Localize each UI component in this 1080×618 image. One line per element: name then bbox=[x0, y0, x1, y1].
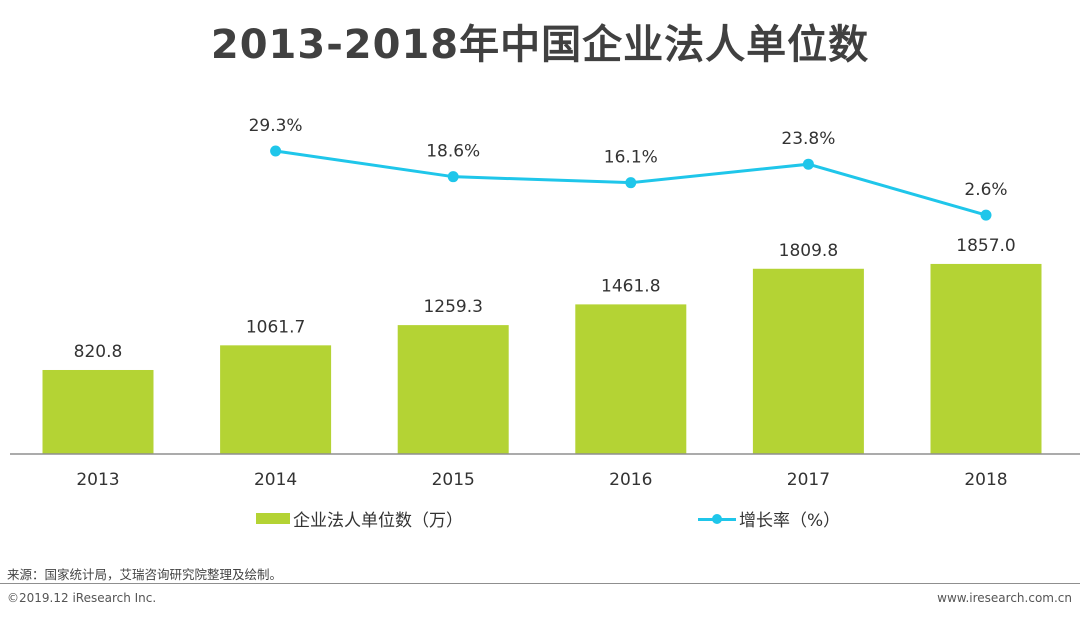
bar-value-label: 1461.8 bbox=[601, 276, 660, 296]
legend-bar-label: 企业法人单位数（万） bbox=[293, 511, 463, 531]
growth-rate-point bbox=[802, 158, 814, 170]
bar-value-label: 1061.7 bbox=[246, 317, 305, 337]
growth-rate-label: 29.3% bbox=[249, 116, 303, 136]
growth-rate-label: 18.6% bbox=[426, 142, 480, 162]
bar-value-label: 820.8 bbox=[74, 342, 123, 362]
bar-value-label: 1857.0 bbox=[956, 236, 1015, 256]
growth-rate-label: 23.8% bbox=[781, 129, 835, 149]
growth-rate-label: 2.6% bbox=[964, 180, 1007, 200]
x-tick-label: 2017 bbox=[787, 470, 830, 490]
growth-rate-point bbox=[270, 145, 282, 157]
growth-rate-point bbox=[447, 171, 459, 183]
bar bbox=[42, 369, 154, 454]
bar bbox=[220, 345, 332, 454]
bar-value-label: 1259.3 bbox=[423, 297, 482, 317]
bar bbox=[752, 268, 864, 454]
bar-value-label: 1809.8 bbox=[779, 241, 838, 261]
website-link[interactable]: www.iresearch.com.cn bbox=[937, 591, 1072, 605]
bar bbox=[397, 325, 509, 454]
combo-chart: 820.8 2013 1061.7 2014 1259.3 2015 1461.8 2016 1… bbox=[10, 116, 1080, 490]
chart-title: 2013-2018年中国企业法人单位数 bbox=[210, 22, 870, 68]
footer-divider bbox=[0, 583, 1080, 584]
growth-rate-point bbox=[625, 177, 637, 189]
x-tick-label: 2018 bbox=[964, 470, 1007, 490]
growth-rate-label: 16.1% bbox=[604, 148, 658, 168]
legend-line-dot bbox=[712, 513, 722, 524]
bar bbox=[575, 304, 687, 454]
growth-rate-point bbox=[980, 209, 992, 221]
x-tick-label: 2013 bbox=[76, 470, 119, 490]
x-tick-label: 2014 bbox=[254, 470, 297, 490]
legend-line-label: 增长率（%） bbox=[739, 511, 841, 531]
legend-bar-swatch bbox=[256, 513, 290, 524]
copyright: ©2019.12 iResearch Inc. bbox=[7, 591, 157, 605]
bar bbox=[930, 263, 1042, 454]
legend-line-swatch bbox=[698, 513, 736, 525]
x-tick-label: 2016 bbox=[609, 470, 652, 490]
legend-line: 增长率（%） bbox=[698, 506, 840, 531]
source-note: 来源：国家统计局，艾瑞咨询研究院整理及绘制。 bbox=[7, 567, 283, 582]
x-tick-label: 2015 bbox=[432, 470, 475, 490]
legend-bar: 企业法人单位数（万） bbox=[256, 506, 463, 531]
